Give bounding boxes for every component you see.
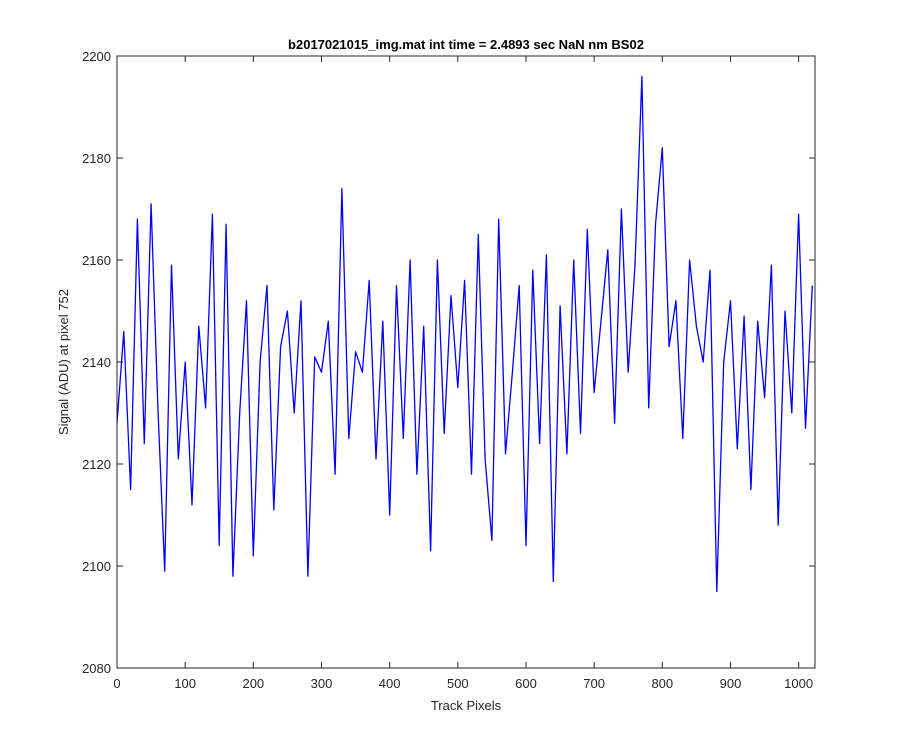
x-tick-label: 900 [720, 676, 742, 691]
x-tick-label: 700 [583, 676, 605, 691]
x-tick-label: 600 [515, 676, 537, 691]
x-tick-label: 100 [174, 676, 196, 691]
y-axis-label: Signal (ADU) at pixel 752 [56, 289, 71, 435]
y-tick-label: 2080 [82, 661, 111, 676]
x-ticks: 0 100 200 300 400 500 600 700 800 900 1000 [113, 56, 813, 691]
x-tick-label: 200 [242, 676, 264, 691]
y-tick-label: 2100 [82, 559, 111, 574]
plot-area-background [117, 56, 815, 668]
y-tick-label: 2120 [82, 457, 111, 472]
x-tick-label: 400 [379, 676, 401, 691]
y-tick-label: 2140 [82, 355, 111, 370]
chart-title: b2017021015_img.mat int time = 2.4893 se… [288, 37, 644, 52]
y-tick-label: 2160 [82, 253, 111, 268]
series-line-0 [116, 75, 813, 593]
y-tick-label: 2180 [82, 151, 111, 166]
series-layer [116, 75, 813, 593]
x-tick-label: 800 [651, 676, 673, 691]
y-ticks: 2080 2100 2120 2140 2160 2180 2200 [82, 49, 815, 676]
x-tick-label: 300 [311, 676, 333, 691]
x-tick-label: 0 [113, 676, 120, 691]
y-tick-label: 2200 [82, 49, 111, 64]
x-axis-label: Track Pixels [431, 698, 502, 713]
x-tick-label: 500 [447, 676, 469, 691]
x-tick-label: 1000 [784, 676, 813, 691]
